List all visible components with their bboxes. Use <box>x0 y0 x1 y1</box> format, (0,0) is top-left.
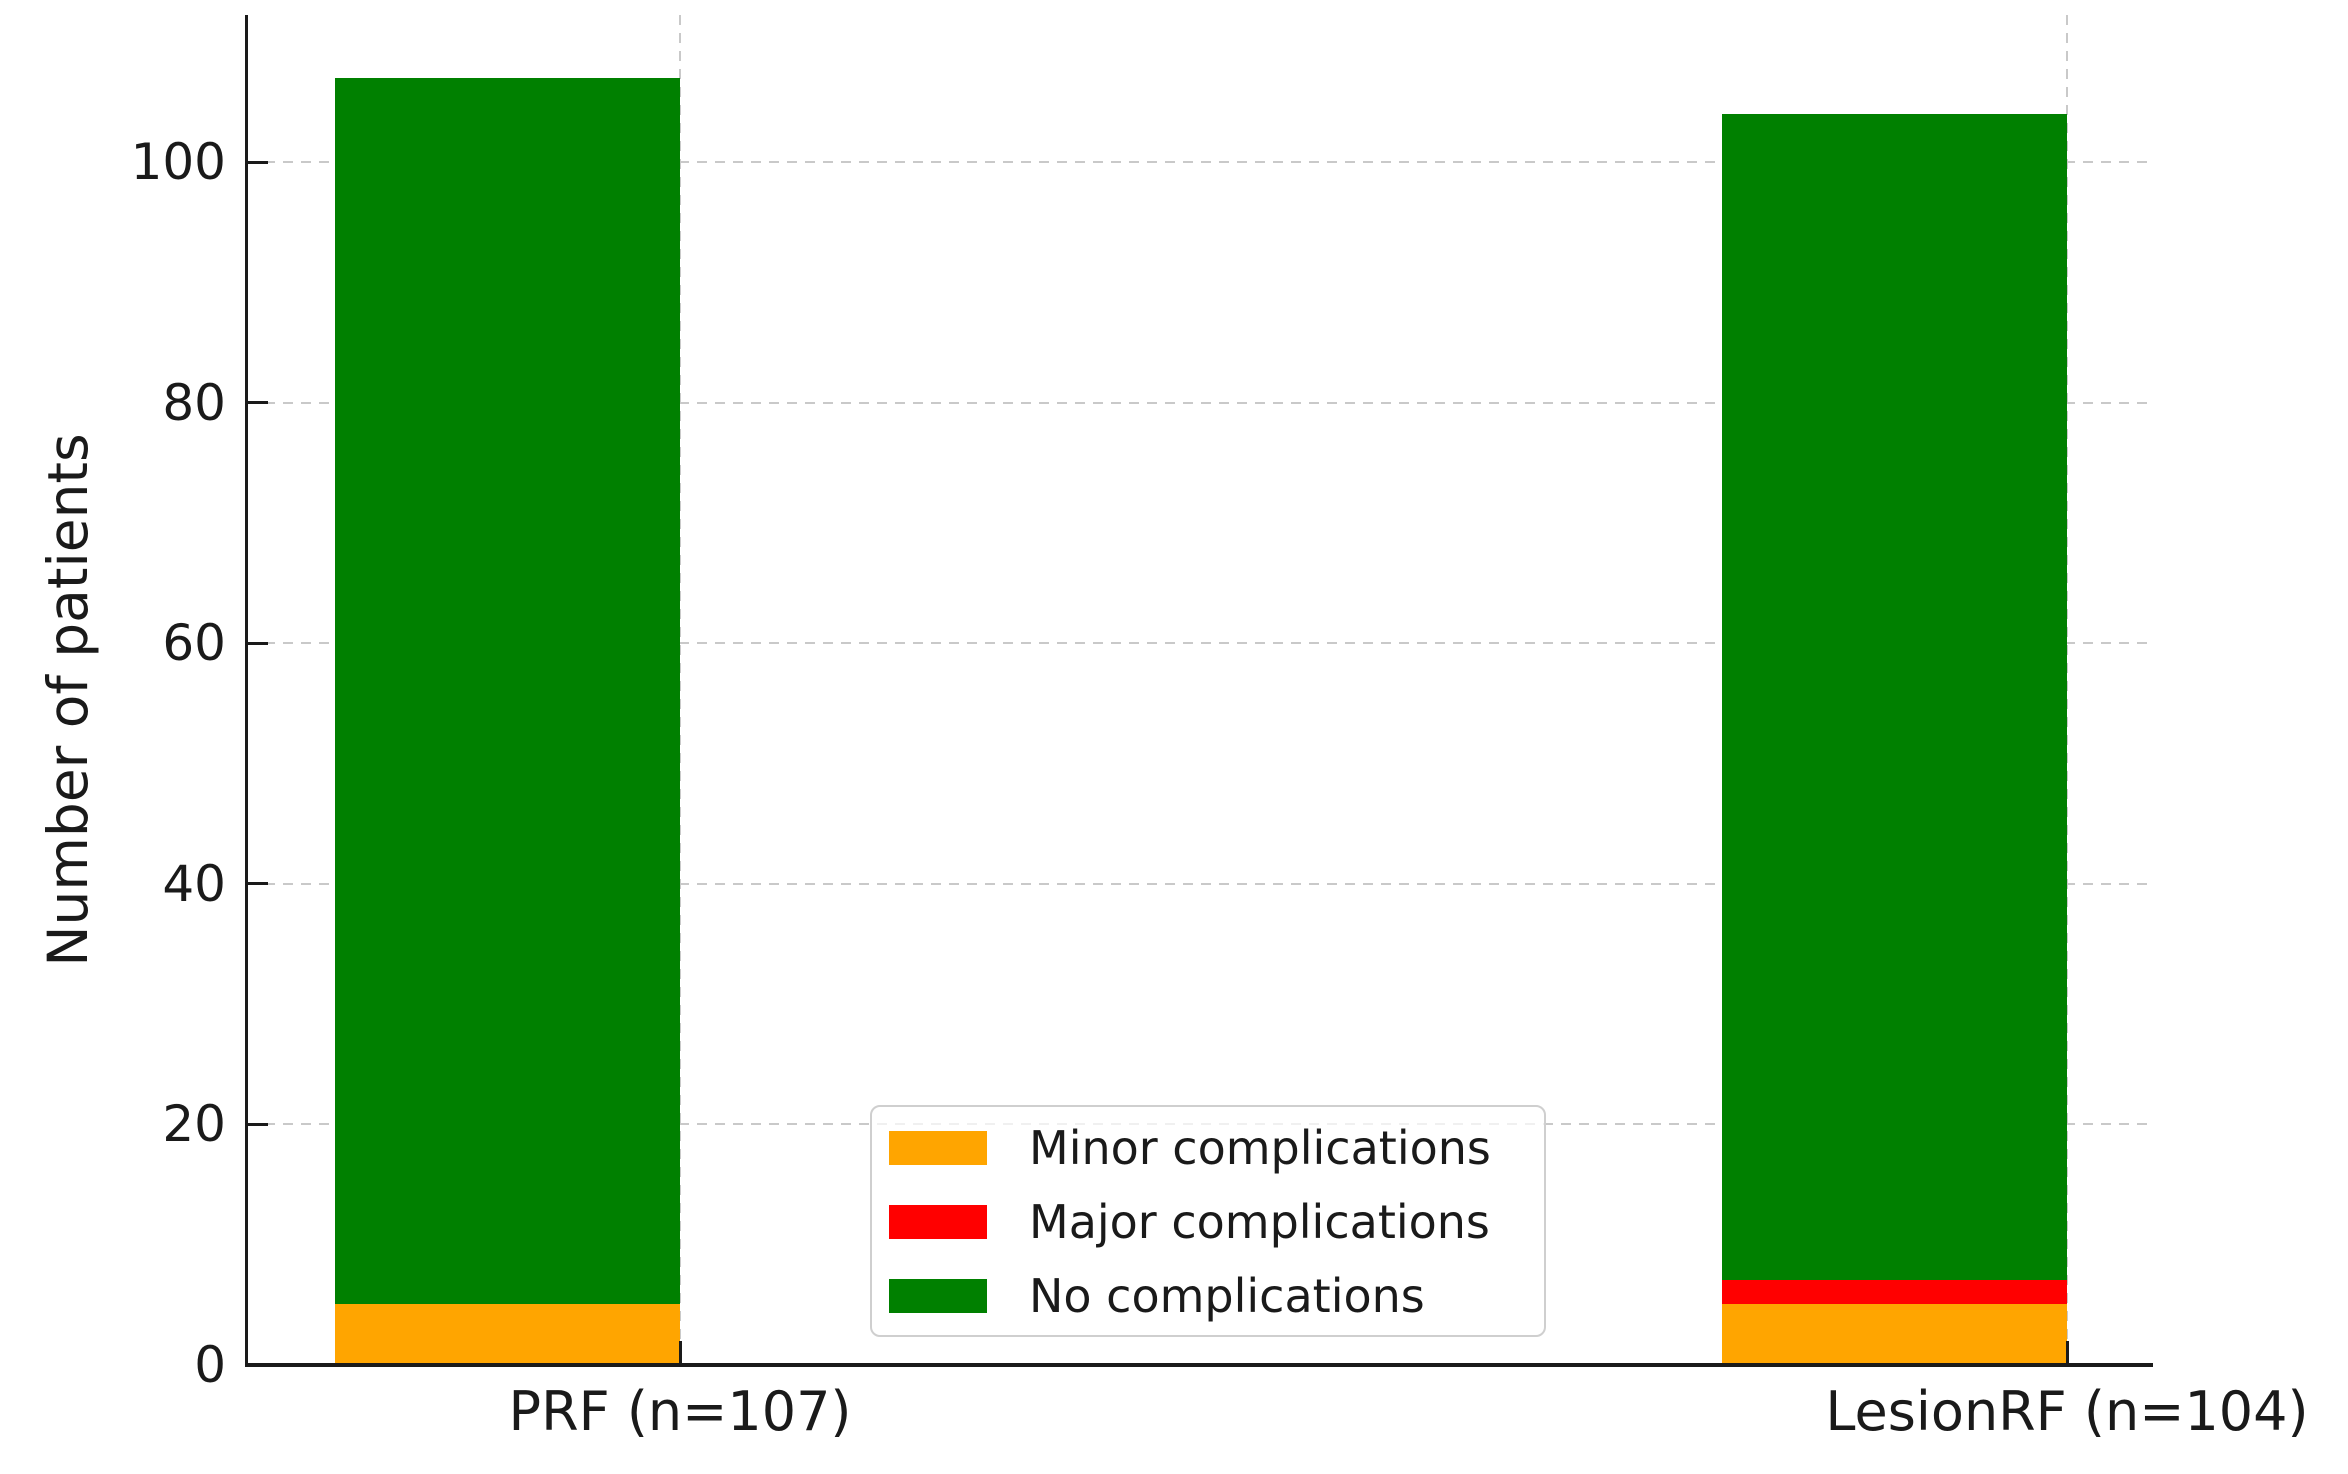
gridline-y-100 <box>247 161 2153 164</box>
legend-label-major-complications: Major complications <box>1029 1195 1490 1249</box>
y-tick-label-40: 40 <box>162 854 226 913</box>
gridline-x-prf-n-107 <box>679 15 681 1363</box>
x-axis-spine <box>245 1363 2153 1367</box>
y-tick-label-20: 20 <box>162 1095 226 1154</box>
bar-segment-lesionrf-n-104-minor-complications <box>1722 1304 2067 1365</box>
legend-item-minor-complications: Minor complications <box>889 1125 1544 1171</box>
legend-swatch-no-complications <box>889 1279 987 1313</box>
y-tick-label-60: 60 <box>162 614 226 673</box>
bar-segment-prf-n-107-minor-complications <box>335 1304 680 1365</box>
x-tick-prf-n-107 <box>678 1341 682 1363</box>
y-tick-20 <box>248 1122 268 1126</box>
legend-swatch-major-complications <box>889 1205 987 1239</box>
legend-label-minor-complications: Minor complications <box>1029 1121 1491 1175</box>
bar-segment-lesionrf-n-104-no-complications <box>1722 114 2067 1281</box>
y-tick-40 <box>248 882 268 886</box>
gridline-x-lesionrf-n-104 <box>2066 15 2068 1363</box>
y-tick-100 <box>248 160 268 164</box>
y-tick-0 <box>248 1363 268 1366</box>
gridline-y-60 <box>247 642 2153 645</box>
x-tick-lesionrf-n-104 <box>2065 1341 2069 1363</box>
legend-item-no-complications: No complications <box>889 1273 1544 1319</box>
y-tick-label-80: 80 <box>162 373 226 432</box>
y-axis-spine <box>245 15 248 1367</box>
gridline-y-80 <box>247 401 2153 404</box>
x-tick-label-prf-n-107: PRF (n=107) <box>508 1380 852 1443</box>
legend: Minor complications Major complications No… <box>870 1105 1546 1337</box>
y-tick-80 <box>248 401 268 405</box>
y-tick-label-0: 0 <box>194 1335 226 1394</box>
y-tick-60 <box>248 641 268 645</box>
legend-item-major-complications: Major complications <box>889 1199 1544 1245</box>
legend-swatch-minor-complications <box>889 1131 987 1165</box>
x-tick-label-lesionrf-n-104: LesionRF (n=104) <box>1825 1380 2309 1443</box>
gridline-y-40 <box>247 882 2153 885</box>
legend-label-no-complications: No complications <box>1029 1269 1425 1323</box>
y-tick-label-100: 100 <box>130 133 226 192</box>
bar-segment-lesionrf-n-104-major-complications <box>1722 1280 2067 1305</box>
bar-segment-prf-n-107-no-complications <box>335 77 680 1305</box>
